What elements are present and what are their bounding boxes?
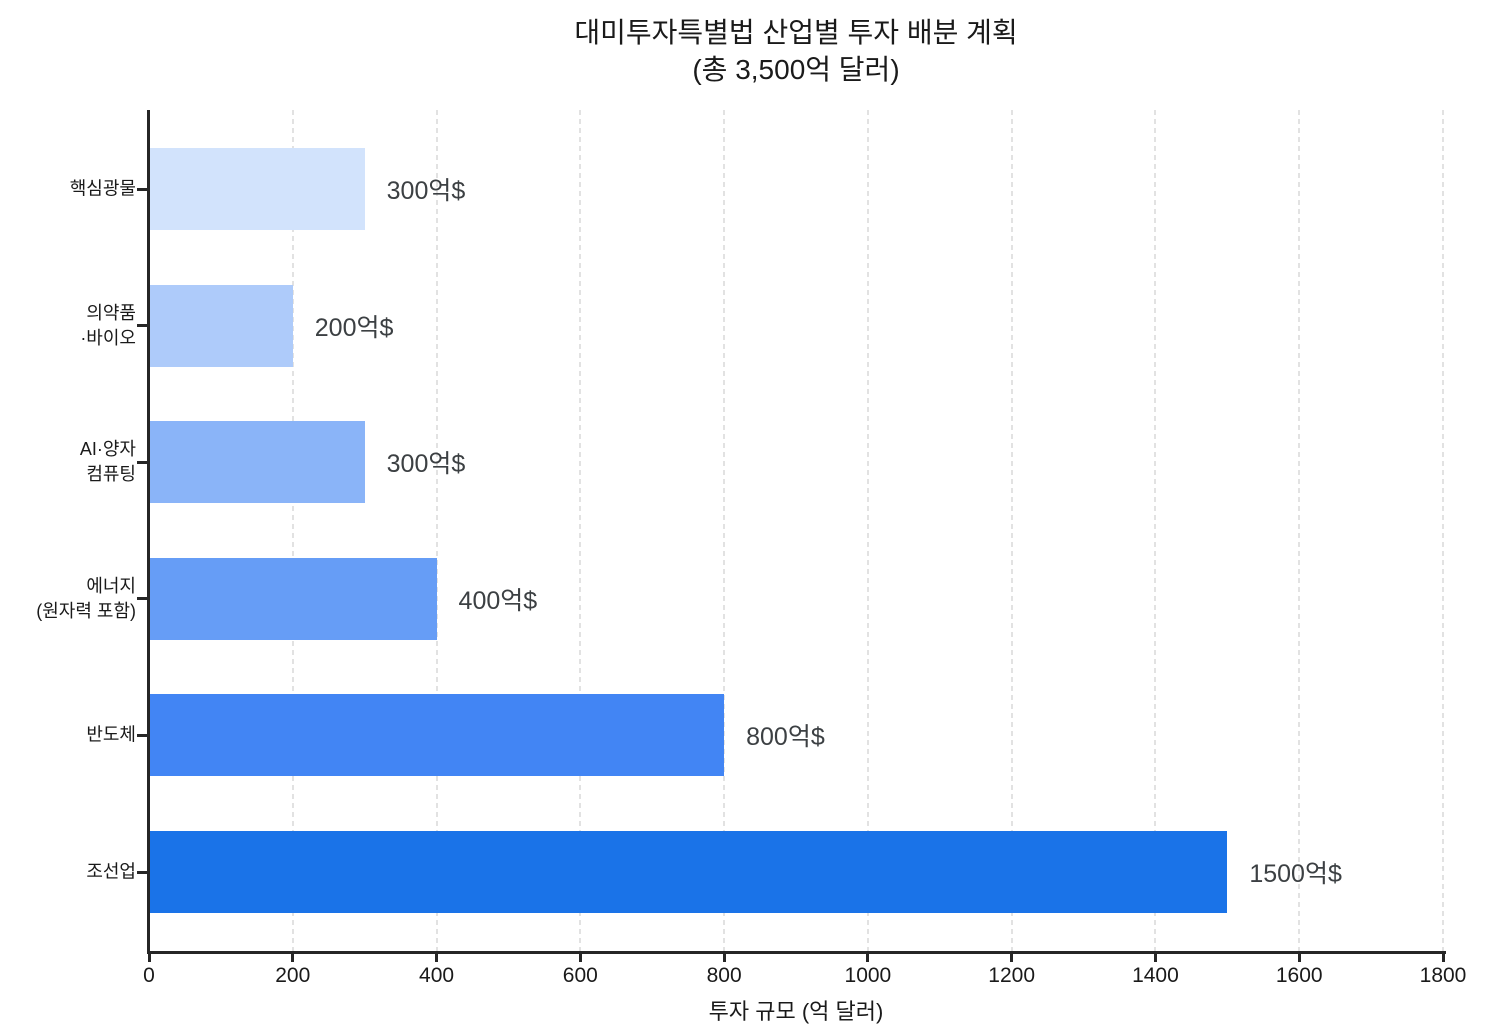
- y-tick-1: [137, 324, 150, 328]
- bar-4: [149, 694, 725, 777]
- x-tick-label-200: 200: [275, 964, 311, 987]
- gridline-x-1800: [1442, 110, 1444, 951]
- x-tick-label-1400: 1400: [1132, 964, 1179, 987]
- x-tick-label-1000: 1000: [844, 964, 892, 987]
- gridline-x-200: [291, 110, 294, 951]
- y-tick-3: [137, 597, 150, 601]
- y-axis-label-line: ·바이오: [80, 327, 136, 348]
- x-tick-label-1600: 1600: [1275, 964, 1323, 987]
- chart-subtitle: (총 3,500억 달러): [692, 54, 900, 85]
- x-tick-label-800: 800: [706, 964, 742, 987]
- y-axis-label-1: 의약품 ·바이오: [0, 301, 136, 351]
- x-tick-0: [147, 951, 151, 962]
- x-tick-800: [722, 951, 726, 962]
- x-tick-1800: [1441, 951, 1445, 962]
- bar-3: [149, 557, 437, 640]
- gridline-x-800: [723, 110, 726, 951]
- chart-title-block: 대미투자특별법 산업별 투자 배분 계획 (총 3,500억 달러): [149, 14, 1443, 88]
- y-axis-label-3: 에너지 (원자력 포함): [0, 574, 136, 624]
- gridline-x-400: [435, 110, 438, 951]
- x-tick-label-0: 0: [143, 964, 155, 987]
- x-tick-1000: [866, 951, 870, 962]
- y-axis-label-line: 컴퓨팅: [86, 464, 136, 485]
- x-tick-label-600: 600: [562, 964, 598, 987]
- y-axis-label-line: 반도체: [86, 724, 136, 745]
- x-axis-title: 투자 규모 (억 달러): [708, 999, 884, 1024]
- y-axis-label-line: 의약품: [86, 302, 136, 323]
- y-tick-4: [137, 733, 150, 737]
- bar-value-label-1: 200억$: [314, 313, 394, 342]
- x-axis-spine: [147, 951, 1446, 954]
- bar-value-label-2: 300억$: [386, 450, 466, 479]
- y-axis-label-line: AI·양자: [79, 439, 136, 460]
- y-axis-label-line: 에너지: [86, 575, 136, 596]
- x-tick-400: [435, 951, 439, 962]
- bar-1: [149, 284, 293, 367]
- x-tick-label-400: 400: [419, 964, 455, 987]
- y-axis-label-line: 조선업: [86, 861, 136, 882]
- gridline-x-1400: [1154, 110, 1157, 951]
- y-axis-label-5: 조선업: [0, 860, 136, 885]
- y-axis-label-line: (원자력 포함): [36, 600, 136, 621]
- bar-value-label-3: 400억$: [458, 586, 538, 615]
- y-tick-2: [137, 460, 150, 464]
- bar-2: [149, 421, 365, 504]
- bar-value-label-5: 1500억$: [1249, 860, 1342, 888]
- x-tick-200: [291, 951, 295, 962]
- gridline-x-600: [579, 110, 582, 951]
- gridline-x-1200: [1010, 110, 1013, 951]
- x-tick-label-1200: 1200: [988, 964, 1036, 987]
- y-tick-5: [137, 870, 150, 874]
- bar-0: [149, 148, 365, 230]
- y-axis-spine: [147, 110, 150, 954]
- y-tick-0: [137, 187, 150, 191]
- x-tick-1600: [1297, 951, 1301, 962]
- y-axis-label-4: 반도체: [0, 723, 136, 748]
- y-axis-label-0: 핵심광물: [0, 177, 136, 202]
- x-tick-1200: [1010, 951, 1014, 962]
- bar-value-label-0: 300억$: [386, 177, 466, 205]
- bar-5: [149, 831, 1228, 913]
- x-tick-600: [578, 951, 582, 962]
- x-tick-1400: [1153, 951, 1157, 962]
- y-axis-label-line: 핵심광물: [69, 178, 136, 199]
- gridline-x-1600: [1298, 110, 1301, 951]
- bar-value-label-4: 800억$: [746, 723, 825, 752]
- chart-title: 대미투자특별법 산업별 투자 배분 계획: [574, 17, 1018, 48]
- gridline-x-1000: [866, 110, 869, 951]
- x-tick-label-1800: 1800: [1419, 964, 1467, 987]
